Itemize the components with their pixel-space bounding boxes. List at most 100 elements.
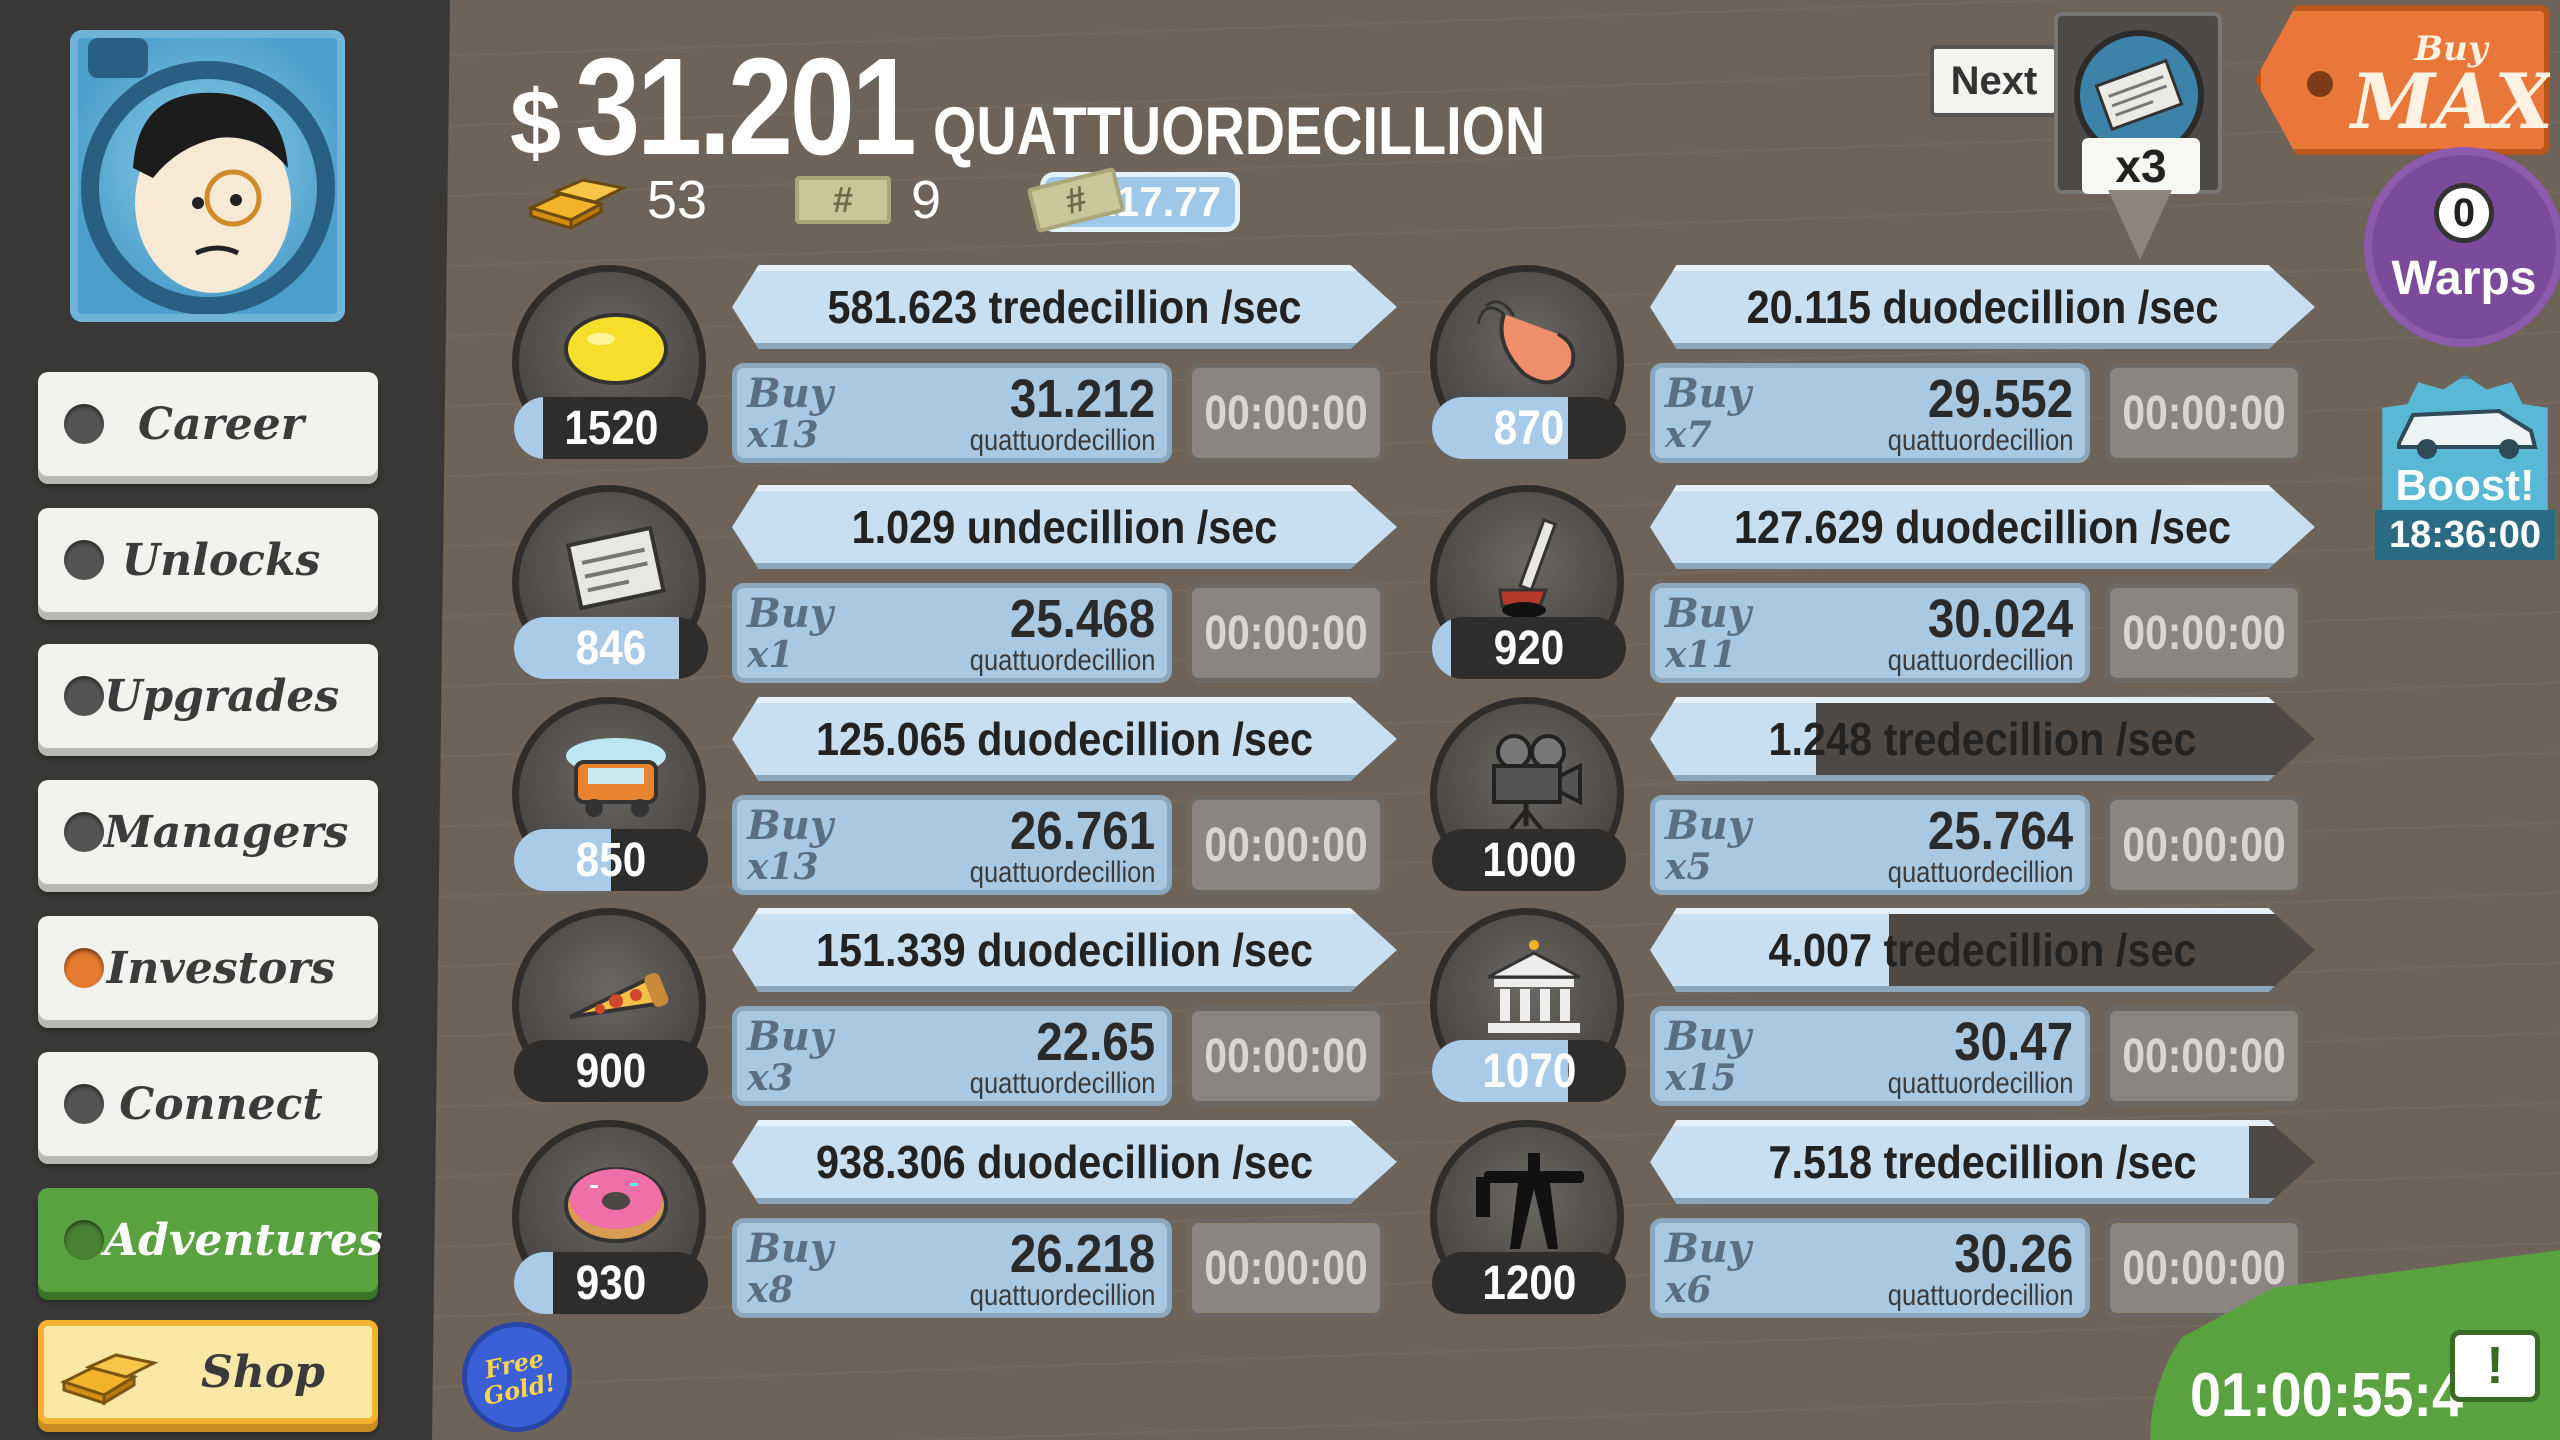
buy-button[interactable]: Buy x5 25.764 quattuordecillion (1650, 795, 2090, 895)
revenue-bar[interactable]: 1.029 undecillion /sec (732, 485, 1397, 569)
buy-label: Buy (1665, 370, 1752, 417)
next-unlock-card[interactable]: x3 (2054, 12, 2222, 194)
buy-button[interactable]: Buy x11 30.024 quattuordecillion (1650, 583, 2090, 683)
buy-label: Buy (747, 802, 834, 849)
cycle-timer-value: 00:00:00 (1204, 818, 1368, 872)
business-row: 1200 7.518 tredecillion /sec Buy x6 30.2… (1430, 1120, 2330, 1320)
owned-count: 1520 (514, 397, 708, 459)
buy-button[interactable]: Buy x13 31.212 quattuordecillion (732, 363, 1172, 463)
owned-count-value: 920 (1493, 621, 1565, 675)
cycle-timer: 00:00:00 (1187, 583, 1385, 683)
buy-quantity: x3 (747, 1057, 794, 1099)
revenue-text: 581.623 tredecillion /sec (827, 281, 1302, 333)
next-unlock-multiplier: x3 (2082, 138, 2200, 194)
buy-button[interactable]: Buy x3 22.65 quattuordecillion (732, 1006, 1172, 1106)
buy-max-button[interactable]: Buy MAX (2255, 5, 2550, 155)
money-unit: QUATTUORDECILLION (933, 93, 1546, 169)
gold-count: 53 (647, 170, 708, 230)
buy-price: 25.764 (1927, 801, 2073, 861)
owned-count: 900 (514, 1040, 708, 1102)
revenue-progress (732, 697, 1397, 781)
revenue-progress (1650, 697, 1817, 781)
cycle-timer-value: 00:00:00 (2122, 386, 2286, 440)
owned-count: 870 (1432, 397, 1626, 459)
donut-icon (564, 1167, 668, 1243)
owned-count-value: 870 (1493, 401, 1565, 455)
revenue-progress (1650, 1120, 2249, 1204)
revenue-bar[interactable]: 125.065 duodecillion /sec (732, 697, 1397, 781)
shrimp-icon (1476, 300, 1576, 385)
notification-dot (64, 948, 104, 988)
boost-label: Boost! (2395, 461, 2535, 510)
revenue-bar[interactable]: 1.248 tredecillion /sec (1650, 697, 2315, 781)
revenue-bar[interactable]: 938.306 duodecillion /sec (732, 1120, 1397, 1204)
shop-button[interactable]: Shop (38, 1320, 378, 1424)
buy-price: 26.761 (1009, 801, 1155, 861)
buy-price: 30.024 (1927, 589, 2073, 649)
free-gold-button[interactable]: Free Gold! (451, 1311, 583, 1440)
adventures-button[interactable]: Adventures (38, 1188, 383, 1292)
buy-quantity: x11 (1665, 634, 1737, 676)
buy-price-unit: quattuordecillion (969, 424, 1155, 457)
owned-count-value: 846 (575, 621, 647, 675)
revenue-progress (732, 908, 1397, 992)
tv-icon[interactable]: ! (2450, 1330, 2540, 1402)
buy-button[interactable]: Buy x7 29.552 quattuordecillion (1650, 363, 2090, 463)
milestone-progress (514, 617, 679, 679)
player-avatar[interactable] (70, 30, 345, 322)
revenue-text: 20.115 duodecillion /sec (1746, 281, 2219, 333)
investors-button[interactable]: Investors (38, 916, 378, 1020)
unlocks-button[interactable]: Unlocks (38, 508, 378, 612)
milestone-progress (514, 829, 611, 891)
career-button[interactable]: Career (38, 372, 378, 476)
business-row: 920 127.629 duodecillion /sec Buy x11 30… (1430, 485, 2330, 685)
revenue-bar[interactable]: 581.623 tredecillion /sec (732, 265, 1397, 349)
revenue-bar[interactable]: 7.518 tredecillion /sec (1650, 1120, 2315, 1204)
milestone-progress (514, 397, 544, 459)
revenue-bar[interactable]: 127.629 duodecillion /sec (1650, 485, 2315, 569)
career-label: Career (138, 398, 304, 450)
upgrades-button[interactable]: Upgrades (38, 644, 378, 748)
buy-price: 31.212 (1009, 369, 1155, 429)
managers-button[interactable]: Managers (38, 780, 378, 884)
bank-icon (1487, 940, 1581, 1033)
megaticket-counter: # 9 (795, 165, 941, 235)
next-unlock-button[interactable]: Next (1930, 45, 2058, 117)
owned-count: 920 (1432, 617, 1626, 679)
buy-button[interactable]: Buy x15 30.47 quattuordecillion (1650, 1006, 2090, 1106)
buy-button[interactable]: Buy x1 25.468 quattuordecillion (732, 583, 1172, 683)
buy-price-unit: quattuordecillion (1887, 1279, 2073, 1312)
cycle-timer-value: 00:00:00 (2122, 818, 2286, 872)
shop-label: Shop (201, 1346, 325, 1398)
revenue-bar[interactable]: 20.115 duodecillion /sec (1650, 265, 2315, 349)
buy-button[interactable]: Buy x13 26.761 quattuordecillion (732, 795, 1172, 895)
buy-price: 25.468 (1009, 589, 1155, 649)
buy-button[interactable]: Buy x6 30.26 quattuordecillion (1650, 1218, 2090, 1318)
buy-price: 26.218 (1009, 1224, 1155, 1284)
buy-quantity: x7 (1665, 414, 1712, 456)
warps-label: Warps (2391, 252, 2537, 305)
revenue-bar[interactable]: 151.339 duodecillion /sec (732, 908, 1397, 992)
gold-counter: 53 (525, 165, 707, 235)
pizza-icon (569, 972, 669, 1019)
buy-price-unit: quattuordecillion (1887, 1067, 2073, 1100)
revenue-progress (732, 1120, 1397, 1204)
business-row: 850 125.065 duodecillion /sec Buy x13 26… (512, 697, 1412, 897)
owned-count-value: 900 (575, 1044, 647, 1098)
indicator-dot (64, 1084, 104, 1124)
owned-count-value: 850 (575, 833, 647, 887)
indicator-dot (64, 1220, 104, 1260)
cycle-timer-value: 00:00:00 (1204, 1029, 1368, 1083)
revenue-progress (1650, 265, 2315, 349)
buy-quantity: x6 (1665, 1269, 1712, 1311)
adventures-label: Adventures (104, 1214, 383, 1266)
buy-label: Buy (747, 590, 834, 637)
warps-button[interactable]: 0 Warps (2372, 155, 2556, 339)
next-unlock-pointer (2108, 190, 2172, 260)
astronaut-face-icon (81, 38, 335, 314)
revenue-bar[interactable]: 4.007 tredecillion /sec (1650, 908, 2315, 992)
buy-button[interactable]: Buy x8 26.218 quattuordecillion (732, 1218, 1172, 1318)
buy-label: Buy (747, 370, 834, 417)
profit-multiplier[interactable]: # x17.77 (1026, 166, 1240, 234)
connect-button[interactable]: Connect (38, 1052, 378, 1156)
